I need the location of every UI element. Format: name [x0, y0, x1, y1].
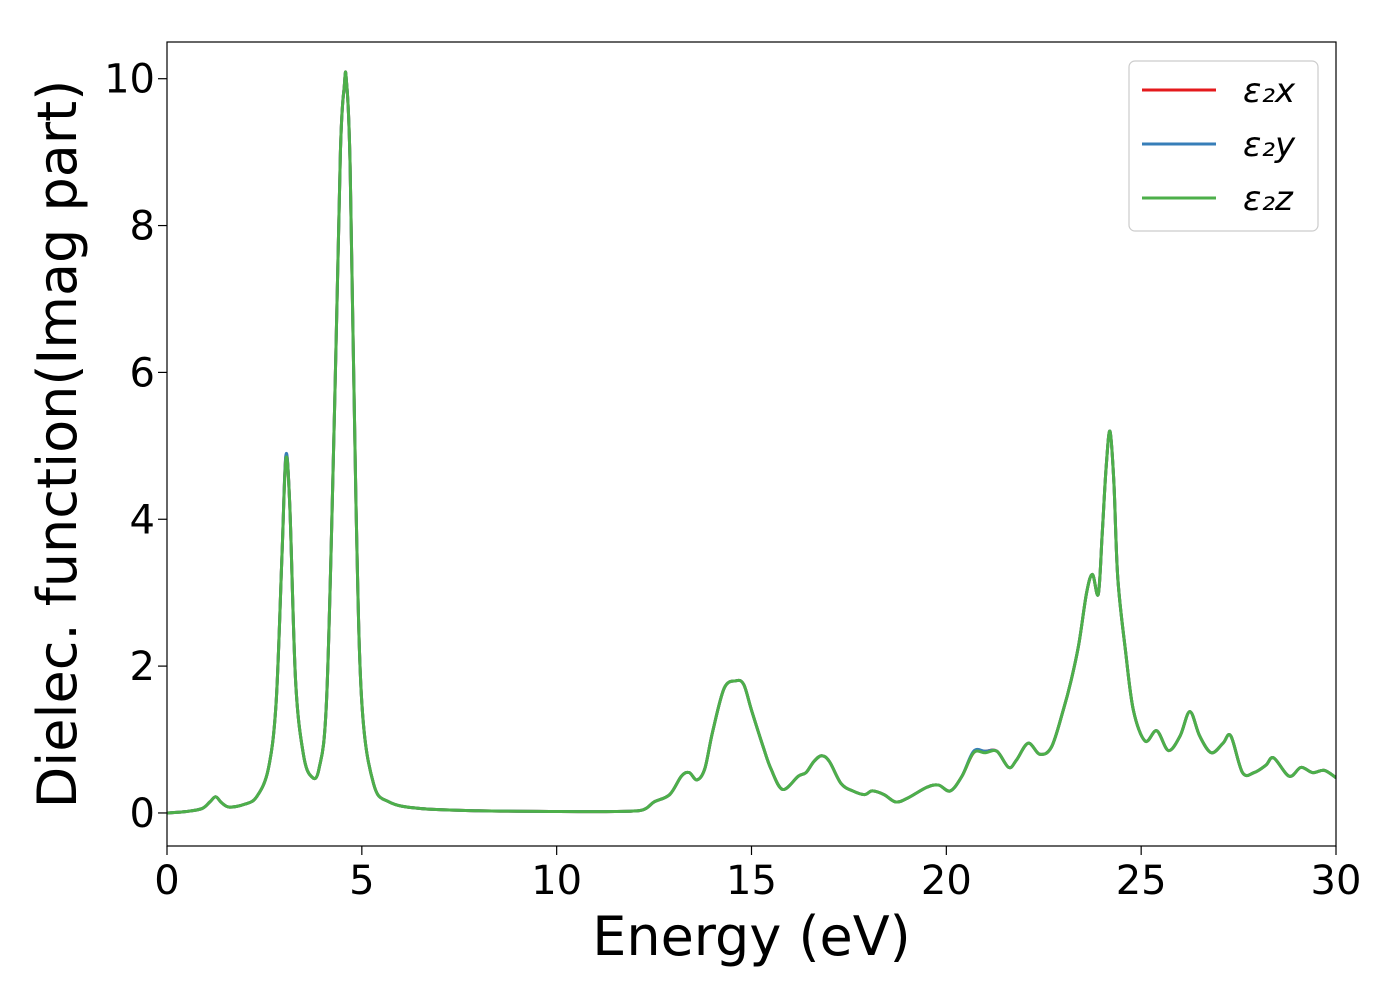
- legend-label-3: ε₂z: [1243, 179, 1294, 219]
- y-axis: 0 2 4 6 8 10: [104, 57, 167, 837]
- x-tick-label: 5: [349, 858, 374, 904]
- y-tick-label: 8: [130, 204, 155, 250]
- y-tick-label: 4: [130, 497, 155, 543]
- legend: ε₂x ε₂y ε₂z: [1128, 60, 1319, 232]
- series-layer: [167, 70, 1336, 815]
- y-tick-label: 2: [130, 644, 155, 690]
- legend-label-2: ε₂y: [1243, 125, 1296, 165]
- y-tick-label: 0: [130, 791, 155, 837]
- y-axis-title: Dielec. function(Imag part): [26, 80, 89, 809]
- legend-box: [1128, 60, 1319, 232]
- series-line-3: [167, 70, 1336, 815]
- x-axis: 0 5 10 15 20 25 30: [154, 846, 1361, 904]
- y-tick-label: 6: [130, 350, 155, 396]
- x-tick-label: 30: [1311, 858, 1362, 904]
- legend-label-1: ε₂x: [1243, 71, 1296, 111]
- x-tick-label: 20: [921, 858, 972, 904]
- y-tick-label: 10: [104, 57, 155, 103]
- x-axis-title: Energy (eV): [592, 905, 911, 968]
- x-tick-label: 0: [154, 858, 179, 904]
- x-tick-label: 15: [726, 858, 777, 904]
- x-tick-label: 25: [1116, 858, 1167, 904]
- x-tick-label: 10: [531, 858, 582, 904]
